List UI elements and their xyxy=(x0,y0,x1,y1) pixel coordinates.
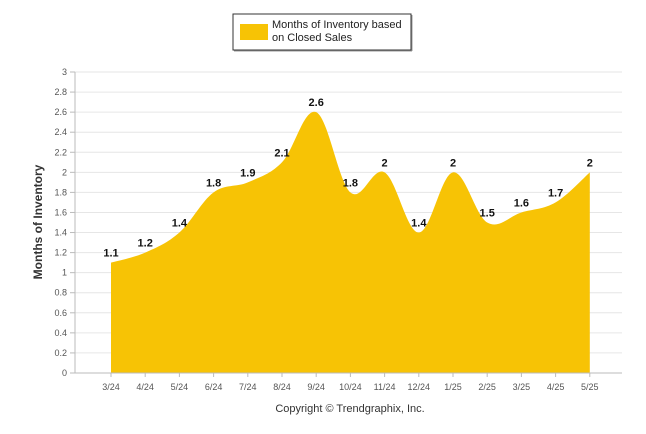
x-tick-label: 8/24 xyxy=(273,382,291,392)
data-label: 1.4 xyxy=(411,218,427,230)
y-tick-label: 0.6 xyxy=(54,308,67,318)
x-tick-label: 4/25 xyxy=(547,382,565,392)
data-label: 1.8 xyxy=(343,177,358,189)
y-tick-label: 0.4 xyxy=(54,328,67,338)
area-series xyxy=(111,111,590,373)
x-tick-label: 6/24 xyxy=(205,382,223,392)
data-label: 2 xyxy=(587,157,593,169)
x-tick-label: 10/24 xyxy=(339,382,362,392)
data-label: 1.5 xyxy=(480,208,495,220)
y-tick-label: 1.6 xyxy=(54,207,67,217)
y-tick-label: 1 xyxy=(62,268,67,278)
x-tick-label: 4/24 xyxy=(136,382,154,392)
data-label: 2 xyxy=(450,157,456,169)
x-tick-labels: 3/24 4/24 5/24 6/24 7/24 8/24 9/24 10/24 11/24 12… xyxy=(102,382,598,392)
legend-label-line1: Months of Inventory based xyxy=(272,19,402,31)
y-tick-label: 1.4 xyxy=(54,228,67,238)
axes xyxy=(70,71,622,377)
x-tick-label: 11/24 xyxy=(374,382,396,392)
data-label: 2 xyxy=(382,157,388,169)
data-label: 1.7 xyxy=(548,187,563,199)
data-labels: 1.1 1.2 1.4 1.8 1.9 2.1 2.6 1.8 2 1.4 2 1.5 1.6 1.7 2 xyxy=(103,97,593,260)
legend: Months of Inventory based on Closed Sale… xyxy=(232,13,413,52)
copyright-text: Copyright © Trendgraphix, Inc. xyxy=(275,403,424,415)
x-tick-label: 2/25 xyxy=(478,382,496,392)
y-axis-title: Months of Inventory xyxy=(31,164,45,279)
x-tick-label: 5/25 xyxy=(581,382,599,392)
data-label: 2.1 xyxy=(274,147,289,159)
data-label: 1.9 xyxy=(240,167,255,179)
data-label: 1.2 xyxy=(138,238,153,250)
y-tick-label: 0 xyxy=(62,368,67,378)
data-label: 2.6 xyxy=(309,97,324,109)
legend-label-line2: on Closed Sales xyxy=(272,32,353,44)
x-tick-label: 12/24 xyxy=(408,382,431,392)
y-tick-label: 2.6 xyxy=(54,107,67,117)
x-tick-label: 5/24 xyxy=(171,382,189,392)
y-tick-label: 2.4 xyxy=(54,127,67,137)
y-tick-label: 2.2 xyxy=(54,147,67,157)
legend-swatch xyxy=(240,24,268,40)
y-tick-label: 2.8 xyxy=(54,87,67,97)
data-label: 1.4 xyxy=(172,218,188,230)
y-tick-label: 0.8 xyxy=(54,288,67,298)
y-tick-label: 2 xyxy=(62,167,67,177)
x-tick-label: 7/24 xyxy=(239,382,257,392)
x-tick-label: 3/25 xyxy=(513,382,531,392)
y-tick-label: 1.2 xyxy=(54,248,67,258)
y-tick-labels: 0 0.2 0.4 0.6 0.8 1 1.2 1.4 1.6 1.8 2 2.2 2.4 2.6 2.8 3 xyxy=(54,67,67,378)
data-label: 1.8 xyxy=(206,177,221,189)
data-label: 1.1 xyxy=(103,248,118,260)
y-tick-label: 3 xyxy=(62,67,67,77)
x-tick-label: 1/25 xyxy=(444,382,462,392)
data-label: 1.6 xyxy=(514,197,529,209)
x-tick-label: 9/24 xyxy=(307,382,325,392)
y-tick-label: 1.8 xyxy=(54,187,67,197)
y-tick-label: 0.2 xyxy=(54,348,67,358)
area-series-fill xyxy=(111,111,590,373)
x-tick-label: 3/24 xyxy=(102,382,120,392)
